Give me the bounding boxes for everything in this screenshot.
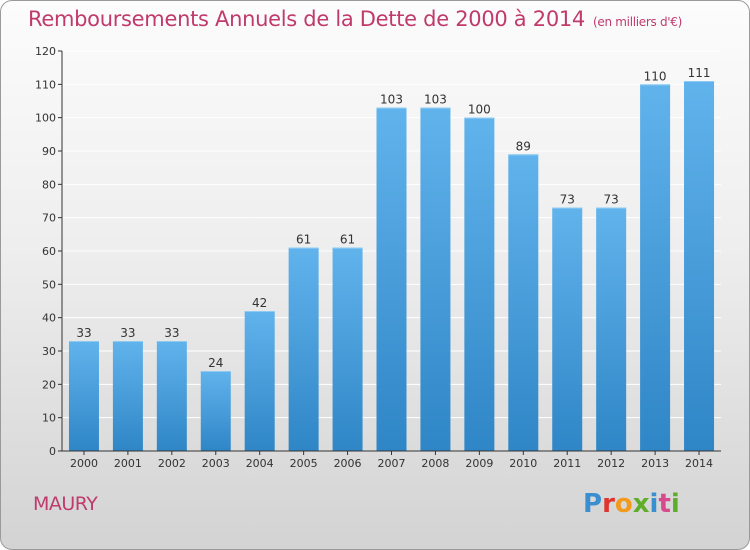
data-label: 33 (120, 326, 135, 340)
bar (464, 117, 495, 452)
x-tick-label: 2014 (685, 457, 713, 470)
y-tick-label: 110 (35, 78, 56, 91)
bar (332, 247, 363, 451)
x-tick-label: 2001 (114, 457, 142, 470)
x-tick-label: 2005 (290, 457, 318, 470)
x-tick-label: 2013 (641, 457, 669, 470)
data-label: 103 (380, 93, 403, 107)
data-label: 33 (76, 326, 91, 340)
x-tick-label: 2003 (202, 457, 230, 470)
logo-letter: x (632, 489, 650, 519)
bar (596, 207, 627, 451)
y-tick-label: 50 (42, 278, 56, 291)
logo-letter: o (614, 489, 633, 519)
y-axis: 0 10 20 30 40 50 60 70 80 90 100 110 120 (35, 45, 63, 458)
bars: 33 33 33 24 42 61 61 103 103 100 89 73 73 110 111 (68, 66, 715, 452)
logo-letter: i (670, 489, 680, 519)
logo-letter: P (583, 489, 603, 519)
y-tick-label: 30 (42, 345, 56, 358)
y-tick-label: 10 (42, 412, 56, 425)
y-tick-label: 20 (42, 378, 56, 391)
y-tick-label: 60 (42, 245, 56, 258)
x-tick-label: 2010 (509, 457, 537, 470)
x-tick-label: 2011 (553, 457, 581, 470)
bar (376, 107, 407, 452)
y-tick-label: 100 (35, 112, 56, 125)
data-label: 73 (560, 193, 575, 207)
bar (288, 247, 319, 451)
data-label: 33 (164, 326, 179, 340)
logo-letter: i (649, 489, 659, 519)
data-label: 111 (688, 66, 711, 80)
chart-title: Remboursements Annuels de la Dette de 20… (28, 7, 682, 31)
data-label: 89 (516, 139, 531, 153)
data-label: 73 (604, 193, 619, 207)
x-tick-label: 2006 (334, 457, 362, 470)
unit-label: (en milliers d'€) (593, 15, 683, 29)
bar (200, 371, 231, 451)
x-axis: 2000 2001 2002 2003 2004 2005 2006 2007 2008 2009… (62, 450, 721, 470)
data-label: 110 (644, 69, 667, 83)
x-tick-label: 2009 (465, 457, 493, 470)
chart-title-text: Remboursements Annuels de la Dette de 20… (28, 7, 585, 31)
data-label: 24 (208, 356, 223, 370)
bar (156, 341, 187, 451)
x-tick-label: 2004 (246, 457, 274, 470)
logo-letter: t (658, 489, 671, 519)
y-tick-label: 0 (49, 445, 56, 458)
logo-letter: r (602, 489, 615, 519)
bar (508, 154, 539, 452)
y-tick-label: 70 (42, 212, 56, 225)
x-tick-label: 2008 (421, 457, 449, 470)
x-tick-label: 2012 (597, 457, 625, 470)
y-tick-label: 120 (35, 45, 56, 58)
data-label: 61 (296, 233, 311, 247)
y-tick-label: 40 (42, 312, 56, 325)
data-label: 100 (468, 103, 491, 117)
bar (684, 81, 715, 451)
place-name: MAURY (33, 493, 98, 515)
bar (640, 84, 671, 451)
proxiti-logo: Proxiti (583, 489, 680, 519)
bar (244, 311, 275, 451)
y-tick-label: 90 (42, 145, 56, 158)
x-tick-label: 2002 (158, 457, 186, 470)
data-label: 103 (424, 93, 447, 107)
bar (420, 107, 451, 452)
x-tick-label: 2007 (378, 457, 406, 470)
data-label: 42 (252, 296, 267, 310)
bar (552, 207, 583, 451)
data-label: 61 (340, 233, 355, 247)
bar (112, 341, 143, 451)
x-tick-label: 2000 (70, 457, 98, 470)
y-tick-label: 80 (42, 178, 56, 191)
bar (68, 341, 99, 451)
